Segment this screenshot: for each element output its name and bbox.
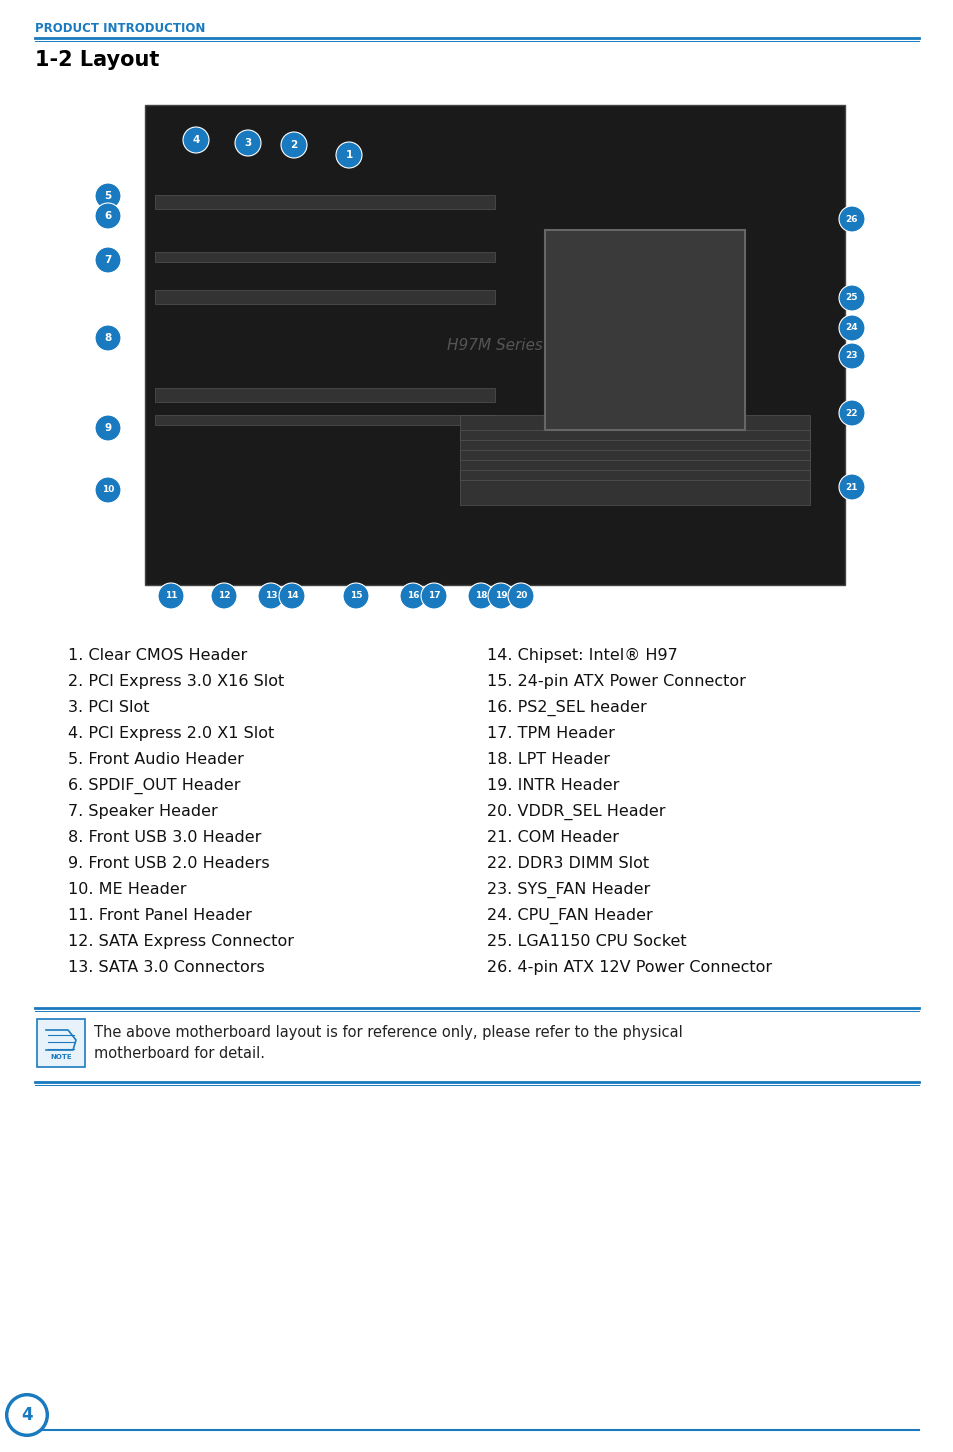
Bar: [459, 450, 809, 460]
Text: 1: 1: [345, 150, 353, 160]
Text: 11: 11: [165, 591, 177, 601]
Text: 25. LGA1150 CPU Socket: 25. LGA1150 CPU Socket: [486, 934, 686, 950]
Text: 11. Front Panel Header: 11. Front Panel Header: [68, 908, 252, 923]
Bar: [459, 415, 809, 505]
Text: 26: 26: [845, 215, 858, 224]
Circle shape: [343, 584, 369, 608]
Circle shape: [95, 415, 121, 441]
Bar: [154, 253, 495, 261]
Text: 10: 10: [102, 485, 114, 495]
Text: 15. 24-pin ATX Power Connector: 15. 24-pin ATX Power Connector: [486, 674, 745, 690]
Circle shape: [488, 584, 514, 608]
Circle shape: [158, 584, 184, 608]
Text: NOTE: NOTE: [51, 1054, 71, 1060]
Circle shape: [838, 285, 864, 311]
Text: 17: 17: [427, 591, 440, 601]
Circle shape: [257, 584, 284, 608]
Text: 18: 18: [475, 591, 487, 601]
Text: 3. PCI Slot: 3. PCI Slot: [68, 700, 150, 714]
Circle shape: [95, 247, 121, 273]
Text: 3: 3: [244, 138, 252, 148]
Text: 4. PCI Express 2.0 X1 Slot: 4. PCI Express 2.0 X1 Slot: [68, 726, 274, 741]
Text: The above motherboard layout is for reference only, please refer to the physical: The above motherboard layout is for refe…: [94, 1025, 682, 1040]
Text: 18. LPT Header: 18. LPT Header: [486, 752, 609, 767]
Circle shape: [335, 142, 361, 168]
FancyBboxPatch shape: [37, 1019, 85, 1067]
Circle shape: [95, 325, 121, 351]
Text: 12: 12: [217, 591, 230, 601]
Circle shape: [838, 315, 864, 341]
Bar: [154, 195, 495, 209]
Circle shape: [420, 584, 447, 608]
Text: 9: 9: [104, 423, 112, 433]
Text: 6. SPDIF_OUT Header: 6. SPDIF_OUT Header: [68, 778, 240, 794]
Text: 8: 8: [104, 333, 112, 343]
Text: 23: 23: [845, 351, 858, 360]
Text: 15: 15: [350, 591, 362, 601]
Bar: [154, 388, 495, 402]
Text: 5: 5: [104, 192, 112, 200]
Text: 4: 4: [193, 135, 199, 145]
Text: 22: 22: [845, 408, 858, 418]
Text: 21: 21: [845, 482, 858, 491]
Text: 1-2 Layout: 1-2 Layout: [35, 49, 159, 70]
Text: 25: 25: [845, 293, 858, 302]
Bar: [459, 470, 809, 481]
Text: 19. INTR Header: 19. INTR Header: [486, 778, 618, 793]
Bar: [145, 105, 844, 585]
Bar: [154, 290, 495, 303]
Text: 14: 14: [285, 591, 298, 601]
Circle shape: [278, 584, 305, 608]
Circle shape: [7, 1395, 47, 1435]
Text: 8. Front USB 3.0 Header: 8. Front USB 3.0 Header: [68, 831, 261, 845]
Circle shape: [399, 584, 426, 608]
Circle shape: [95, 203, 121, 229]
Bar: [544, 229, 744, 430]
Text: 1. Clear CMOS Header: 1. Clear CMOS Header: [68, 648, 247, 664]
Text: 26. 4-pin ATX 12V Power Connector: 26. 4-pin ATX 12V Power Connector: [486, 960, 771, 974]
Text: 5. Front Audio Header: 5. Front Audio Header: [68, 752, 244, 767]
Text: 20: 20: [515, 591, 527, 601]
Text: 2. PCI Express 3.0 X16 Slot: 2. PCI Express 3.0 X16 Slot: [68, 674, 284, 690]
Text: 16: 16: [406, 591, 418, 601]
Text: 4: 4: [21, 1406, 32, 1424]
Text: motherboard for detail.: motherboard for detail.: [94, 1045, 265, 1061]
Circle shape: [507, 584, 534, 608]
Text: 17. TPM Header: 17. TPM Header: [486, 726, 615, 741]
Bar: [154, 415, 495, 425]
Text: 13. SATA 3.0 Connectors: 13. SATA 3.0 Connectors: [68, 960, 265, 974]
Text: 16. PS2_SEL header: 16. PS2_SEL header: [486, 700, 646, 716]
Circle shape: [838, 399, 864, 425]
Text: 12. SATA Express Connector: 12. SATA Express Connector: [68, 934, 294, 950]
Text: 14. Chipset: Intel® H97: 14. Chipset: Intel® H97: [486, 648, 677, 664]
Text: 22. DDR3 DIMM Slot: 22. DDR3 DIMM Slot: [486, 857, 648, 871]
Text: 13: 13: [265, 591, 277, 601]
Circle shape: [838, 206, 864, 232]
Circle shape: [211, 584, 236, 608]
Circle shape: [95, 183, 121, 209]
Circle shape: [838, 473, 864, 499]
Text: 24: 24: [844, 324, 858, 333]
Circle shape: [468, 584, 494, 608]
Text: 21. COM Header: 21. COM Header: [486, 831, 618, 845]
Text: PRODUCT INTRODUCTION: PRODUCT INTRODUCTION: [35, 22, 205, 35]
Bar: [459, 430, 809, 440]
Text: 10. ME Header: 10. ME Header: [68, 881, 186, 897]
Text: 7. Speaker Header: 7. Speaker Header: [68, 804, 217, 819]
Text: 6: 6: [104, 211, 112, 221]
Circle shape: [234, 131, 261, 155]
Text: H97M Series: H97M Series: [447, 337, 542, 353]
Text: 24. CPU_FAN Header: 24. CPU_FAN Header: [486, 908, 652, 925]
Text: 19: 19: [495, 591, 507, 601]
Circle shape: [183, 126, 209, 152]
Text: 7: 7: [104, 256, 112, 266]
Text: 20. VDDR_SEL Header: 20. VDDR_SEL Header: [486, 804, 665, 820]
Text: 9. Front USB 2.0 Headers: 9. Front USB 2.0 Headers: [68, 857, 270, 871]
Text: 2: 2: [290, 139, 297, 150]
Circle shape: [5, 1392, 49, 1437]
Circle shape: [95, 478, 121, 502]
Circle shape: [838, 343, 864, 369]
Text: 23. SYS_FAN Header: 23. SYS_FAN Header: [486, 881, 650, 899]
Circle shape: [281, 132, 307, 158]
